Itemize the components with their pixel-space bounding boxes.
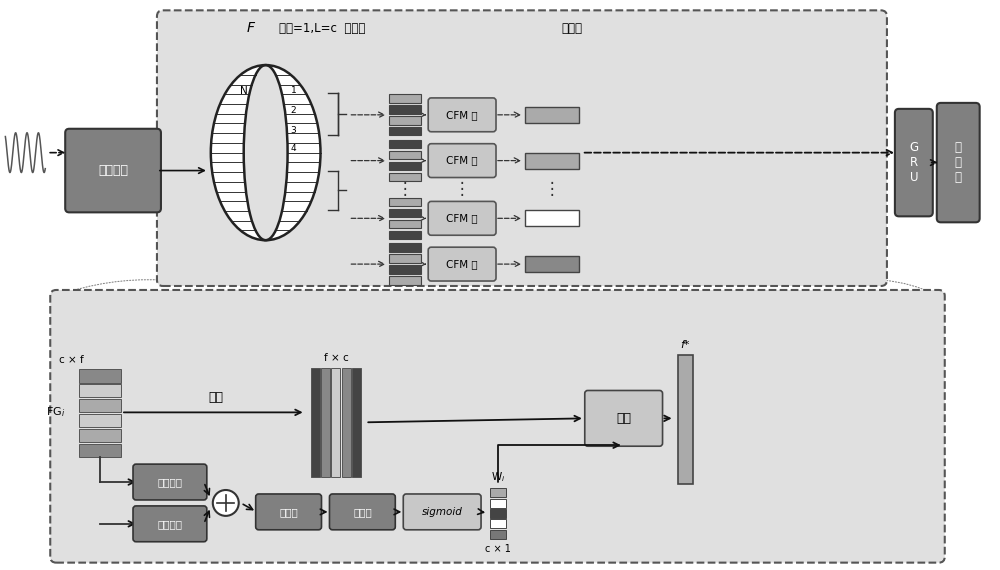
Text: N: N	[240, 86, 248, 96]
Text: f*: f*	[681, 340, 690, 350]
Text: 步长=1,L=c  特征组: 步长=1,L=c 特征组	[279, 22, 366, 35]
Text: 平均池化: 平均池化	[157, 519, 182, 529]
Bar	[525, 210, 579, 226]
Text: 全连接: 全连接	[279, 507, 298, 517]
Bar	[490, 509, 506, 518]
Bar	[389, 116, 421, 124]
Bar	[389, 243, 421, 252]
Text: c × 1: c × 1	[485, 544, 511, 553]
Text: 全
连
接: 全 连 接	[955, 141, 962, 184]
Bar	[79, 429, 121, 442]
Text: 点乘: 点乘	[616, 412, 631, 425]
Bar	[525, 107, 579, 123]
Bar	[79, 414, 121, 428]
Bar	[389, 219, 421, 228]
Text: sigmoid: sigmoid	[422, 507, 463, 517]
Text: 转置: 转置	[208, 391, 223, 404]
FancyBboxPatch shape	[428, 201, 496, 235]
Bar	[79, 399, 121, 412]
Bar	[389, 230, 421, 239]
FancyBboxPatch shape	[895, 109, 933, 217]
Bar	[79, 444, 121, 457]
FancyBboxPatch shape	[256, 494, 321, 530]
Ellipse shape	[211, 65, 321, 240]
Bar	[389, 162, 421, 170]
Bar	[678, 355, 693, 484]
Bar	[342, 368, 351, 477]
Text: CFM 层: CFM 层	[446, 110, 478, 120]
Bar	[525, 256, 579, 272]
Text: G
R
U: G R U	[909, 141, 918, 184]
Bar	[490, 519, 506, 528]
Text: CFM 层: CFM 层	[446, 213, 478, 223]
Bar	[79, 369, 121, 382]
Text: 2: 2	[291, 107, 296, 115]
Text: 1: 1	[291, 87, 296, 95]
Bar	[389, 173, 421, 181]
Bar	[490, 499, 506, 508]
Text: 通道组: 通道组	[561, 22, 582, 35]
Bar	[389, 94, 421, 103]
Text: 最大池化: 最大池化	[157, 477, 182, 487]
FancyBboxPatch shape	[133, 464, 207, 500]
Bar	[352, 368, 361, 477]
Text: 4: 4	[291, 144, 296, 153]
Ellipse shape	[244, 65, 288, 240]
Bar	[389, 127, 421, 136]
Text: CFM 层: CFM 层	[446, 259, 478, 269]
Bar	[321, 368, 330, 477]
FancyBboxPatch shape	[50, 290, 945, 563]
Bar	[331, 368, 340, 477]
Text: 全连接: 全连接	[353, 507, 372, 517]
Bar	[389, 276, 421, 285]
FancyBboxPatch shape	[937, 103, 980, 222]
Bar	[389, 151, 421, 160]
Circle shape	[213, 490, 239, 516]
Bar	[525, 153, 579, 169]
Bar	[389, 105, 421, 113]
Text: 骨干网络: 骨干网络	[98, 164, 128, 177]
Text: f × c: f × c	[324, 353, 349, 363]
FancyBboxPatch shape	[585, 390, 663, 446]
Text: F: F	[247, 21, 255, 35]
Bar	[389, 254, 421, 263]
Text: c × f: c × f	[59, 355, 84, 365]
FancyBboxPatch shape	[428, 247, 496, 281]
Text: ⋮: ⋮	[397, 181, 414, 198]
FancyBboxPatch shape	[157, 10, 887, 286]
FancyBboxPatch shape	[428, 98, 496, 132]
Text: CFM 层: CFM 层	[446, 156, 478, 166]
Bar	[490, 530, 506, 539]
FancyBboxPatch shape	[133, 506, 207, 542]
Text: W$_i$: W$_i$	[491, 470, 505, 484]
Text: ⋮: ⋮	[454, 181, 470, 198]
Bar	[79, 384, 121, 397]
Bar	[389, 198, 421, 206]
Bar	[389, 140, 421, 148]
FancyBboxPatch shape	[65, 129, 161, 213]
Text: ⋮: ⋮	[544, 181, 560, 198]
FancyBboxPatch shape	[428, 144, 496, 177]
Bar	[389, 266, 421, 274]
FancyBboxPatch shape	[403, 494, 481, 530]
Text: FG$_i$: FG$_i$	[46, 405, 65, 420]
Bar	[490, 488, 506, 498]
Text: 3: 3	[291, 127, 296, 135]
Bar	[311, 368, 320, 477]
FancyBboxPatch shape	[329, 494, 395, 530]
Bar	[389, 209, 421, 217]
